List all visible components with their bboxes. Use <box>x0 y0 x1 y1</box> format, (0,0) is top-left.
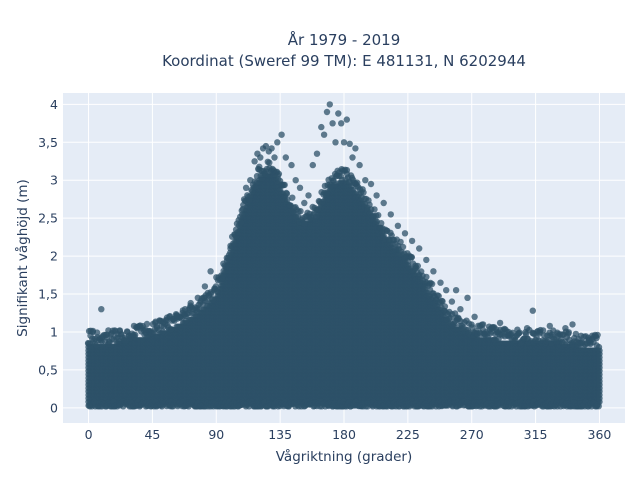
chart-title-line-2: Koordinat (Sweref 99 TM): E 481131, N 62… <box>162 52 526 70</box>
chart-title-line-1: År 1979 - 2019 <box>288 30 401 49</box>
